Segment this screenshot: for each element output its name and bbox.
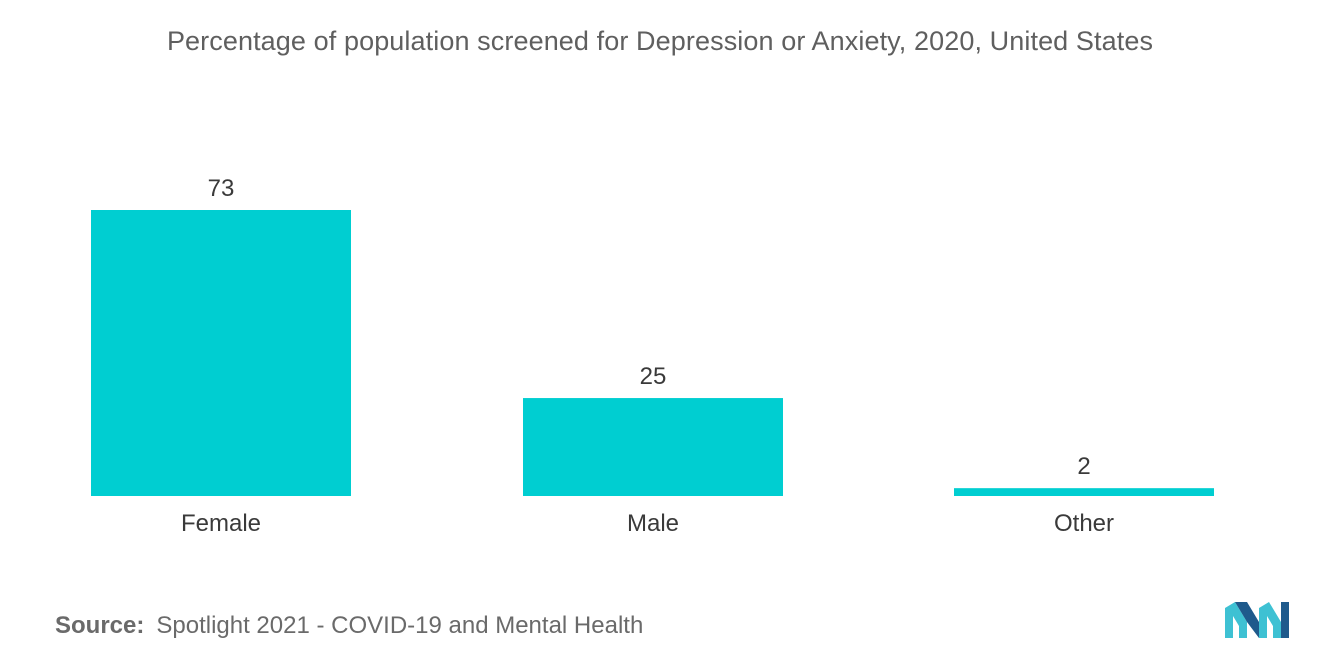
bar-other xyxy=(954,488,1214,496)
category-label-male: Male xyxy=(627,510,679,537)
chart-title: Percentage of population screened for De… xyxy=(166,26,1154,56)
category-label-female: Female xyxy=(181,510,261,537)
bar-female xyxy=(91,210,351,496)
source-label: Source: xyxy=(55,612,145,639)
mordor-intelligence-logo-icon xyxy=(1225,602,1289,638)
data-label-other: 2 xyxy=(1077,453,1090,480)
source-note: Source: Spotlight 2021 - COVID-19 and Men… xyxy=(55,612,643,640)
bar-male xyxy=(523,398,783,496)
bar-chart: 73 Female 25 Male 2 Other xyxy=(91,175,1214,537)
data-label-male: 25 xyxy=(640,363,667,390)
data-label-female: 73 xyxy=(208,175,235,202)
category-label-other: Other xyxy=(1054,510,1114,537)
source-text: Spotlight 2021 - COVID-19 and Mental Hea… xyxy=(156,612,644,639)
